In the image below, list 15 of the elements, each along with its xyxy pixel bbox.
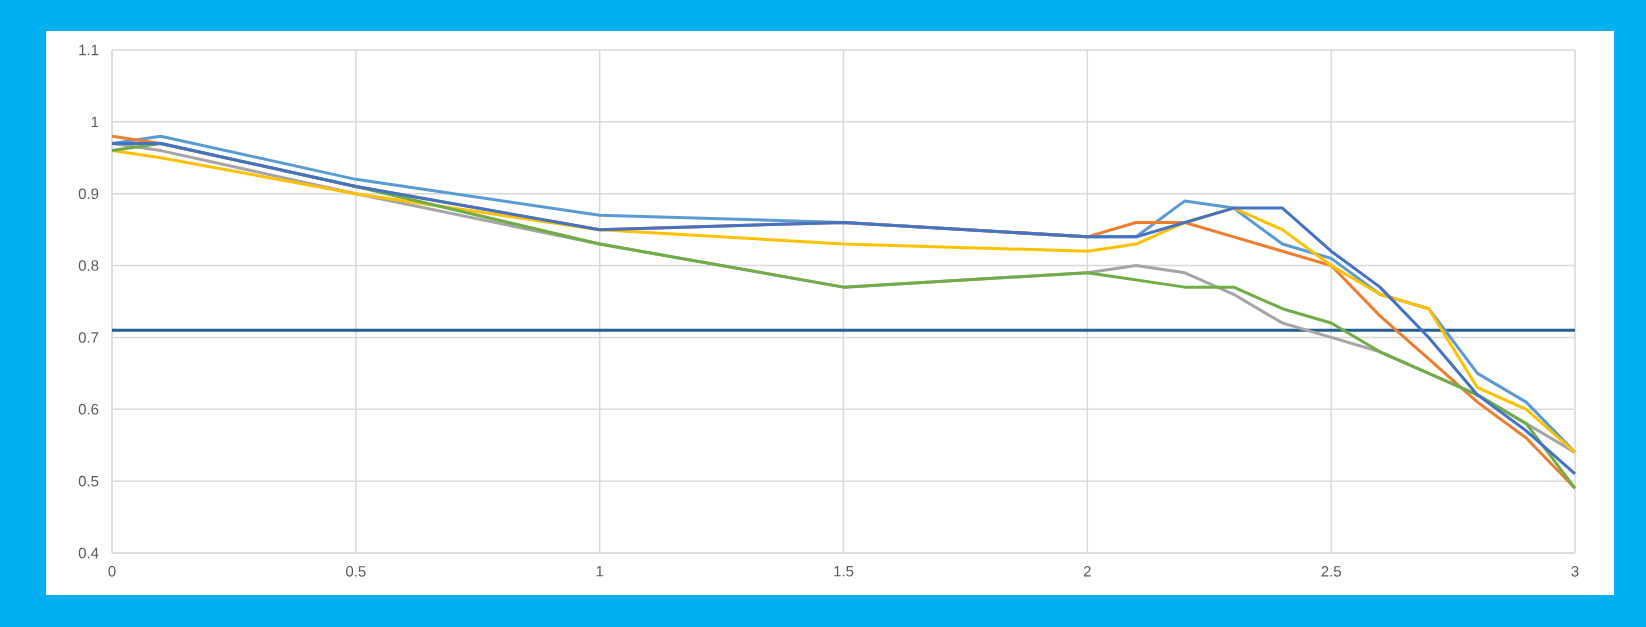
y-tick-label: 0.8 [78,260,99,271]
y-tick-label: 0.7 [78,332,99,343]
y-tick-label: 1 [91,116,99,127]
x-tick-label: 3 [1571,566,1579,577]
x-tick-label: 0 [108,566,116,577]
x-tick-label: 1 [596,566,604,577]
y-tick-label: 0.6 [78,403,99,415]
x-tick-label: 2 [1083,566,1091,577]
y-tick-label: 1.1 [79,44,99,56]
y-tick-label: 0.9 [78,188,99,200]
x-tick-label: 1.5 [834,566,854,577]
y-tick-label: 0.5 [78,475,99,487]
y-tick-label: 0.4 [78,547,99,559]
x-tick-label: 2.5 [1321,566,1341,577]
x-tick-label: 0.5 [346,566,366,577]
